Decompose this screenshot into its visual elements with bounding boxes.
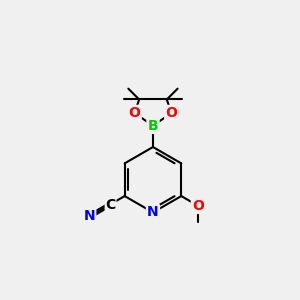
Text: N: N [84, 209, 96, 223]
Text: O: O [192, 199, 204, 213]
Text: B: B [148, 118, 158, 133]
Text: O: O [166, 106, 177, 120]
Text: C: C [106, 198, 116, 212]
Text: N: N [147, 206, 159, 219]
Text: O: O [129, 106, 140, 120]
